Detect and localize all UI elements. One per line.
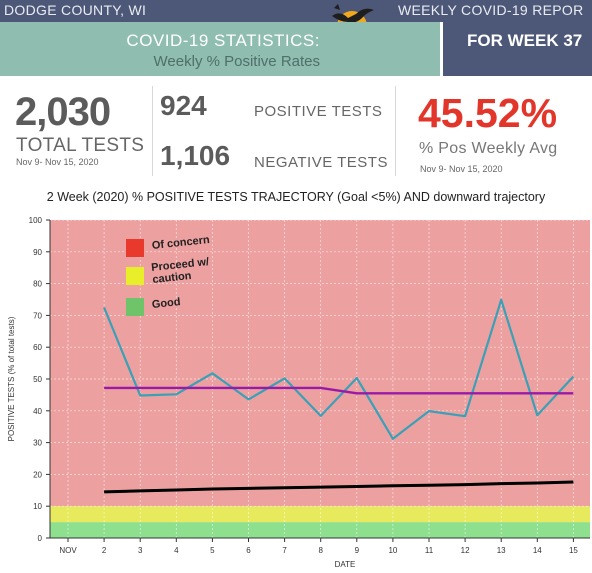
y-tick-label: 40 <box>33 407 42 416</box>
x-tick-label: 9 <box>355 546 360 555</box>
total-tests-value: 2,030 <box>15 90 111 134</box>
series-line-0 <box>103 298 575 440</box>
series-line-2 <box>104 480 574 494</box>
total-tests-label: TOTAL TESTS <box>16 135 145 156</box>
legend-swatch-2 <box>126 298 144 316</box>
banner-title: COVID-19 STATISTICS: <box>126 31 320 50</box>
county-title: DODGE COUNTY, WI <box>4 2 147 18</box>
x-tick-label: 3 <box>138 546 143 555</box>
weekly-pct-value: 45.52% <box>418 90 558 136</box>
y-tick-label: 30 <box>33 439 42 448</box>
top-header-bar: DODGE COUNTY, WI WEEKLY COVID-19 REPOR <box>0 0 592 22</box>
y-tick-label: 20 <box>33 470 42 479</box>
zone-band-1 <box>50 506 590 523</box>
legend-label: caution <box>152 270 192 286</box>
zone-band-2 <box>50 220 590 507</box>
y-tick-label: 10 <box>33 502 42 511</box>
x-tick-label: 11 <box>425 546 434 555</box>
x-tick-label: 7 <box>282 546 287 555</box>
trajectory-chart: 0 10 20 30 40 50 60 70 80 90 100 NOV 2 3 4 5 6 7 8 9 10 11 12 1… <box>7 216 590 569</box>
y-tick-label: 100 <box>29 216 43 225</box>
legend-label: Good <box>151 296 181 311</box>
x-tick-label: 10 <box>388 546 397 555</box>
y-tick-label: 80 <box>33 280 42 289</box>
week-banner: FOR WEEK 37 <box>443 22 592 76</box>
x-tick-label: 13 <box>497 546 506 555</box>
stats-banner: COVID-19 STATISTICS: Weekly % Positive R… <box>0 22 440 76</box>
weekly-pct-dates: Nov 9- Nov 15, 2020 <box>420 164 503 174</box>
week-label: FOR WEEK 37 <box>467 31 583 50</box>
x-tick-label: 8 <box>318 546 323 555</box>
positive-tests-label: POSITIVE TESTS <box>254 103 383 120</box>
y-tick-label: 70 <box>33 311 42 320</box>
y-tick-label: 90 <box>33 248 42 257</box>
x-axis-label: DATE <box>335 560 356 569</box>
banner-subtitle: Weekly % Positive Rates <box>153 53 320 70</box>
negative-tests-value: 1,106 <box>160 140 231 171</box>
total-tests-dates: Nov 9- Nov 15, 2020 <box>16 157 99 167</box>
x-tick-label: 5 <box>210 546 215 555</box>
divider <box>152 86 153 176</box>
weekly-pct-label: % Pos Weekly Avg <box>419 140 558 157</box>
legend-swatch-1 <box>126 267 144 285</box>
x-tick-label: 6 <box>246 546 251 555</box>
positive-tests-value: 924 <box>160 90 207 121</box>
negative-tests-label: NEGATIVE TESTS <box>254 154 388 171</box>
y-axis-label: POSITIVE TESTS (% of total tests) <box>7 316 16 441</box>
divider <box>395 86 396 176</box>
x-tick-label: 4 <box>174 546 179 555</box>
x-tick-label: 2 <box>102 546 107 555</box>
chart-title: 2 Week (2020) % POSITIVE TESTS TRAJECTOR… <box>46 190 546 204</box>
x-tick-label: NOV <box>59 546 77 555</box>
x-tick-label: 14 <box>533 546 542 555</box>
legend-swatch-0 <box>126 239 144 257</box>
x-tick-label: 15 <box>569 546 578 555</box>
series-line-1 <box>104 386 574 395</box>
y-tick-label: 60 <box>33 343 42 352</box>
zone-band-0 <box>50 522 590 538</box>
y-tick-label: 50 <box>33 375 42 384</box>
y-tick-label: 0 <box>38 534 43 543</box>
legend-entry-2: Good <box>151 296 181 311</box>
report-title: WEEKLY COVID-19 REPOR <box>398 2 584 18</box>
x-tick-label: 12 <box>461 546 470 555</box>
